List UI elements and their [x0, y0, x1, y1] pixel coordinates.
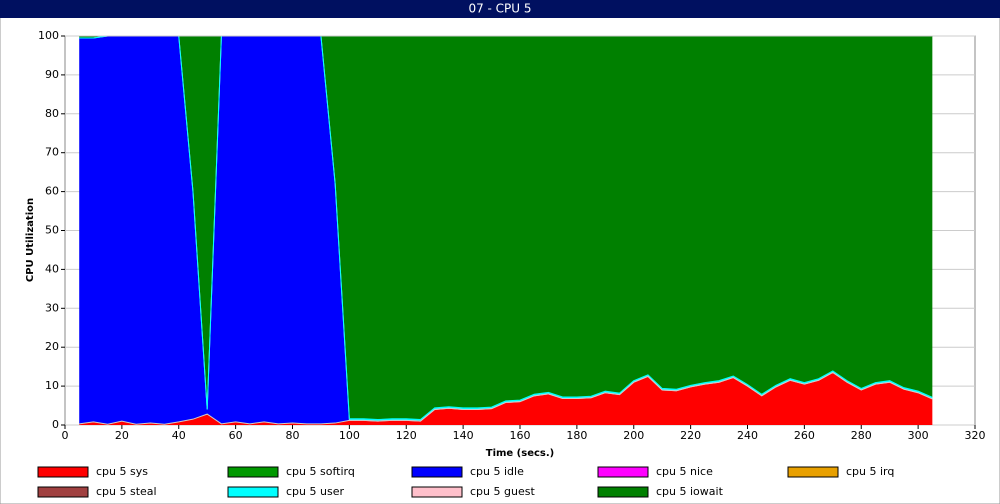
y-tick-label: 80: [45, 107, 59, 120]
y-tick-label: 40: [45, 262, 59, 275]
x-tick-label: 120: [396, 429, 417, 442]
legend-label: cpu 5 steal: [96, 485, 157, 498]
legend-label: cpu 5 nice: [656, 465, 713, 478]
legend-swatch: [37, 486, 89, 498]
legend-label: cpu 5 sys: [96, 465, 148, 478]
legend-label: cpu 5 user: [286, 485, 344, 498]
x-tick-label: 80: [286, 429, 300, 442]
legend-swatch: [411, 486, 463, 498]
areas: [79, 35, 933, 425]
x-tick-label: 280: [851, 429, 872, 442]
legend-swatch: [37, 466, 89, 478]
legend-label: cpu 5 softirq: [286, 465, 355, 478]
legend-label: cpu 5 irq: [846, 465, 894, 478]
axes: 0 10 20 30 40 50 60 70 80 90 100 0 20 40 60 80 100 120 140…: [38, 29, 986, 442]
x-tick-label: 180: [566, 429, 587, 442]
y-tick-label: 30: [45, 301, 59, 314]
x-tick-label: 200: [623, 429, 644, 442]
x-tick-label: 320: [965, 429, 986, 442]
x-tick-label: 260: [794, 429, 815, 442]
area: [79, 36, 933, 420]
y-tick-label: 60: [45, 185, 59, 198]
y-tick-label: 100: [38, 29, 59, 42]
legend-swatch: [597, 486, 649, 498]
y-tick-label: 0: [52, 418, 59, 431]
x-tick-label: 300: [908, 429, 929, 442]
x-tick-label: 160: [510, 429, 531, 442]
legend-swatch: [787, 466, 839, 478]
x-tick-label: 20: [115, 429, 129, 442]
y-tick-label: 70: [45, 146, 59, 159]
x-tick-label: 240: [737, 429, 758, 442]
legend-label: cpu 5 guest: [470, 485, 535, 498]
y-axis-label: CPU Utilization: [25, 198, 36, 282]
legend-label: cpu 5 idle: [470, 465, 524, 478]
y-tick-label: 90: [45, 68, 59, 81]
y-tick-label: 10: [45, 379, 59, 392]
legend-swatch: [227, 486, 279, 498]
x-tick-label: 0: [62, 429, 69, 442]
x-tick-label: 100: [339, 429, 360, 442]
y-tick-label: 20: [45, 340, 59, 353]
x-tick-label: 140: [453, 429, 474, 442]
legend-swatch: [597, 466, 649, 478]
area: [79, 372, 933, 425]
title-bar: [0, 0, 1000, 18]
x-axis-label: Time (secs.): [486, 448, 555, 459]
legend-swatch: [227, 466, 279, 478]
x-tick-label: 220: [680, 429, 701, 442]
x-tick-label: 40: [172, 429, 186, 442]
area: [79, 36, 933, 425]
legend-swatch: [411, 466, 463, 478]
x-tick-label: 60: [229, 429, 243, 442]
legend-label: cpu 5 iowait: [656, 485, 724, 498]
legend: cpu 5 sys cpu 5 softirq cpu 5 idle cpu 5 ni…: [37, 465, 894, 498]
chart-title: 07 - CPU 5: [468, 2, 531, 16]
y-tick-label: 50: [45, 224, 59, 237]
